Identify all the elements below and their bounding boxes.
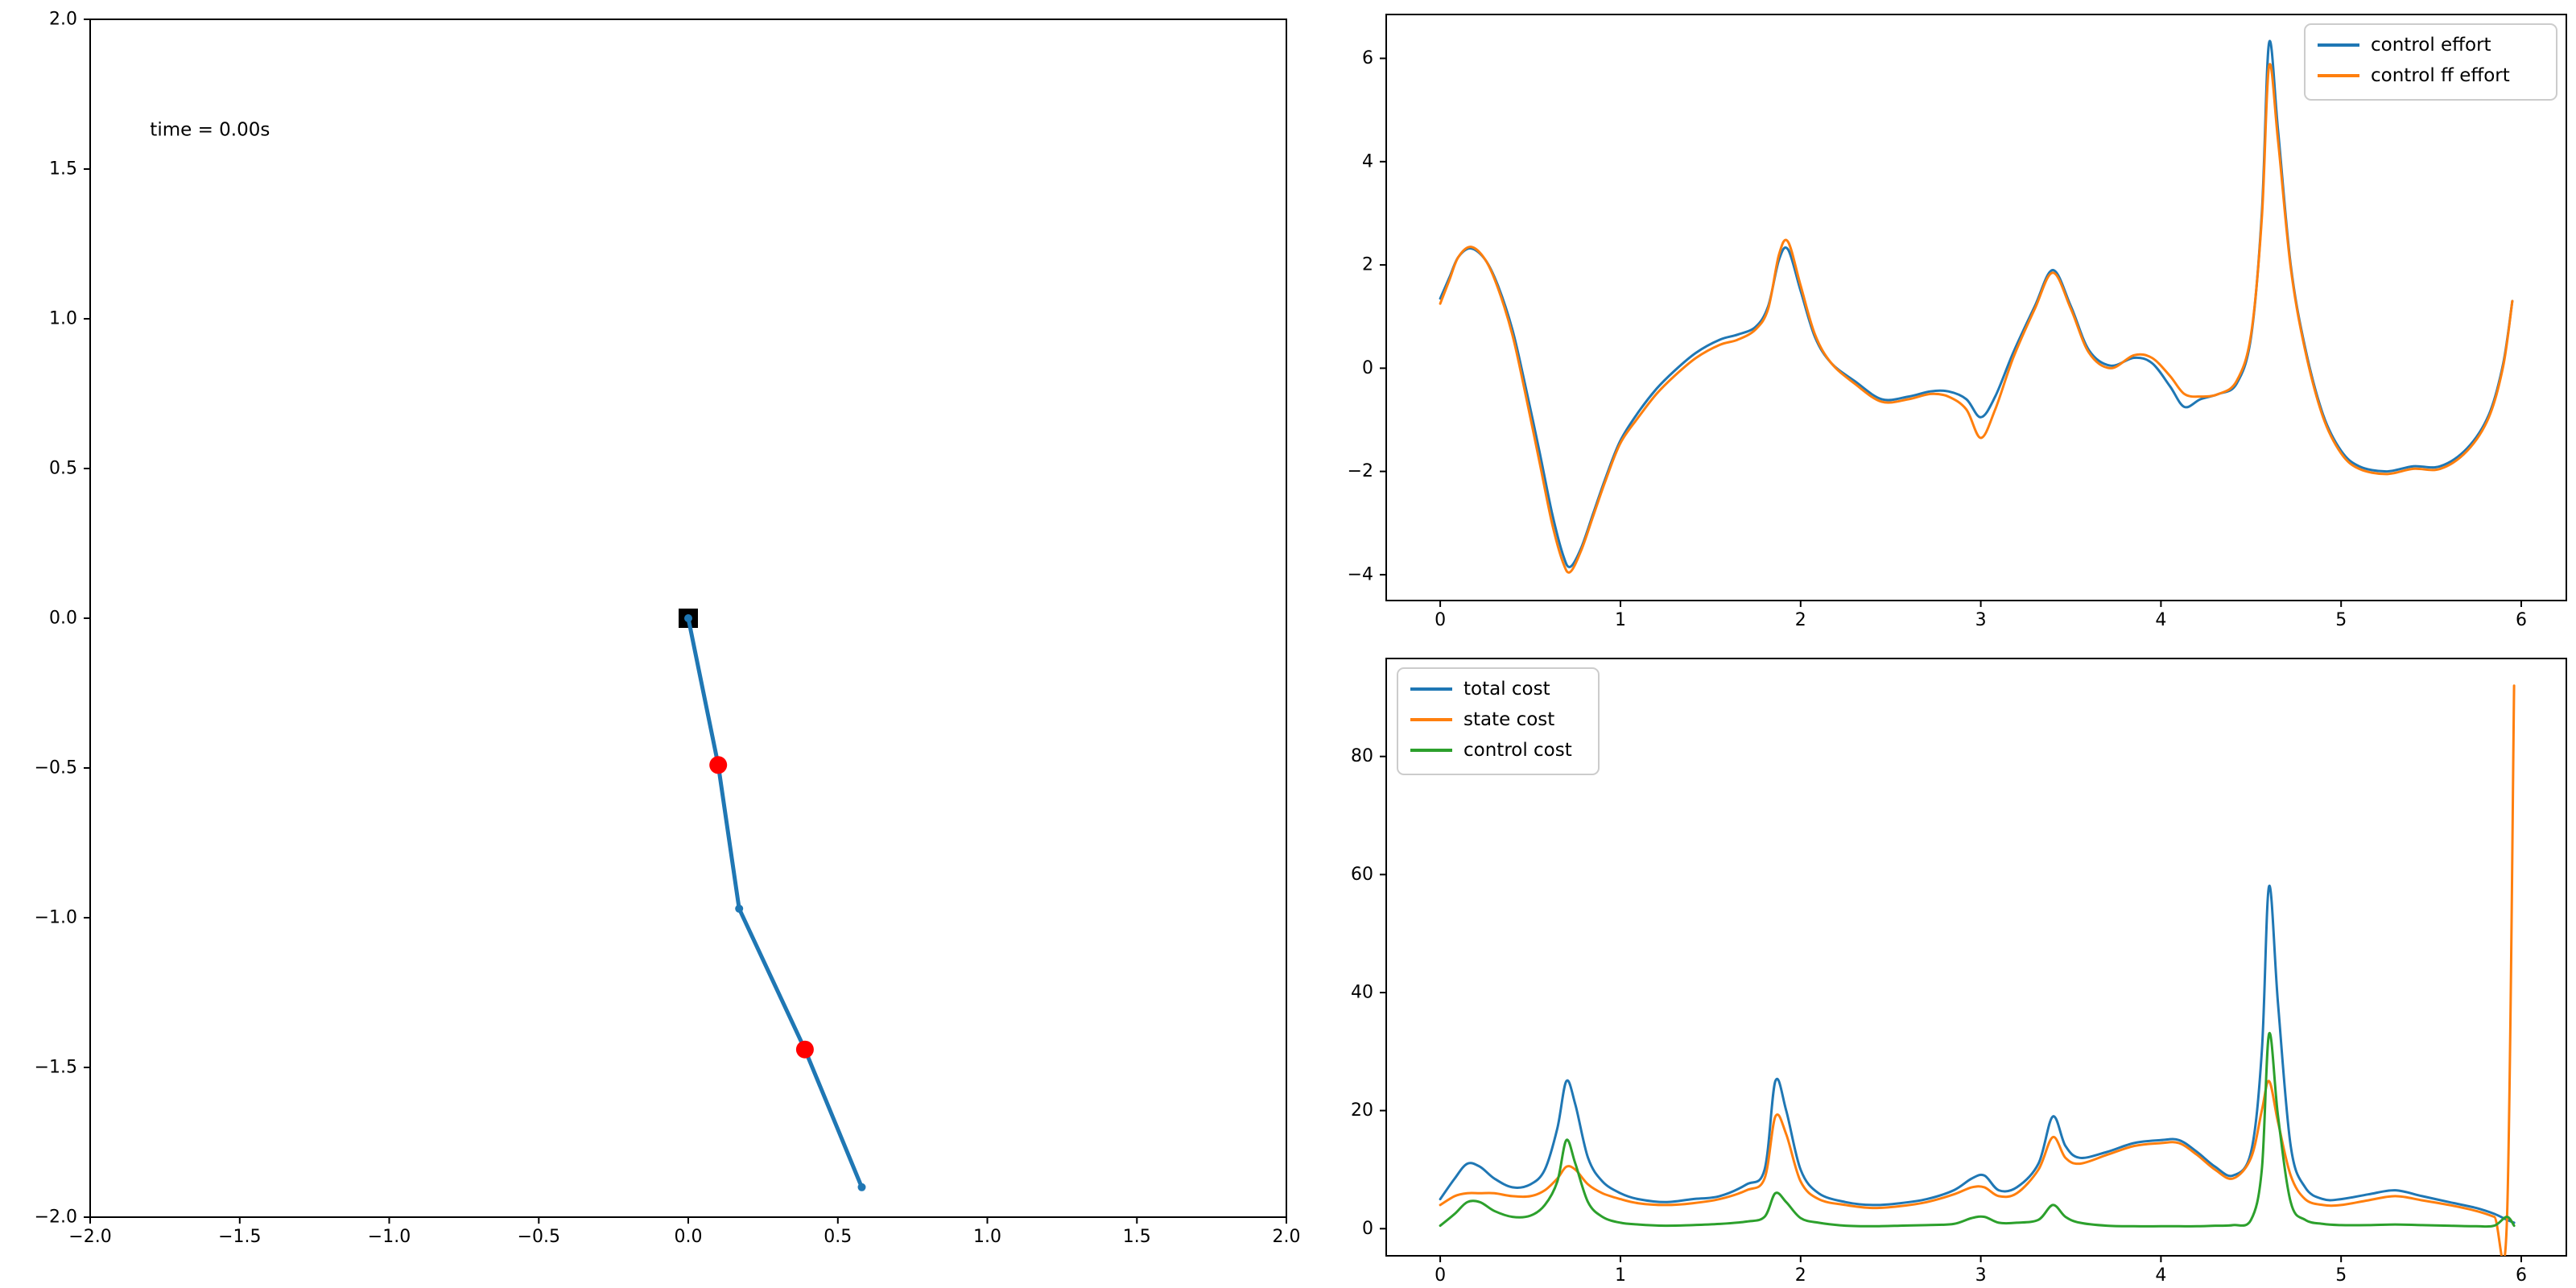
marker-circle-pendulum-rod [857, 1183, 866, 1191]
y-tick-label: 60 [1351, 865, 1373, 885]
x-tick-label: 5 [2335, 1265, 2347, 1286]
x-tick-label: −1.5 [218, 1227, 261, 1247]
y-tick-label: −1.5 [35, 1058, 77, 1078]
x-tick-label: 1 [1615, 1265, 1626, 1286]
legend-label: state cost [1463, 709, 1554, 730]
y-tick-label: 0.0 [49, 609, 77, 629]
x-tick-label: 1.0 [973, 1227, 1001, 1247]
x-tick-label: 4 [2155, 1265, 2166, 1286]
y-tick-label: −4 [1348, 564, 1373, 584]
series-group [1439, 684, 2516, 1256]
y-tick-label: 80 [1351, 746, 1373, 766]
x-tick-label: 5 [2335, 610, 2347, 630]
subplot-pendulum: −2.0 −1.5 −1.0 −0.5 0.0 0.5 1.0 1.5 2.0 −2.0 −1.5 −… [35, 10, 1301, 1248]
y-tick-label: −2.0 [35, 1208, 77, 1228]
series-group [679, 609, 866, 1191]
x-tick-label: 4 [2155, 610, 2166, 630]
marker-circle-point-masses [709, 756, 728, 774]
y-tick-label: −0.5 [35, 758, 77, 778]
legend: total cost state cost control cost [1397, 667, 1600, 775]
y-tick-label: 6 [1362, 48, 1373, 68]
series-line-total-cost [1439, 885, 2516, 1224]
legend-box [1397, 667, 1600, 775]
legend-box [2304, 23, 2557, 101]
y-tick-label: 40 [1351, 983, 1373, 1003]
x-tick-label: 1 [1615, 610, 1626, 630]
x-tick-label: 0 [1435, 610, 1446, 630]
x-tick-label: 2 [1795, 610, 1806, 630]
x-tick-label: 3 [1975, 1265, 1987, 1286]
y-tick-label: 2 [1362, 255, 1373, 275]
marker-circle-pendulum-rod [684, 614, 692, 622]
series-line-control-ff-effort [1439, 63, 2514, 574]
x-tick-label: 2.0 [1273, 1227, 1301, 1247]
y-tick-label: 1.0 [49, 309, 77, 329]
series-group [1439, 39, 2514, 574]
legend-label: control ff effort [2371, 65, 2510, 86]
y-tick-label: 0 [1362, 358, 1373, 378]
y-tick-label: 2.0 [49, 10, 77, 30]
annotation-text: time = 0.00s [150, 120, 270, 141]
legend: control effort control ff effort [2304, 23, 2557, 101]
x-tick-label: 3 [1975, 610, 1987, 630]
y-tick-label: 0 [1362, 1219, 1373, 1239]
marker-circle-point-masses [795, 1040, 814, 1059]
x-tick-label: 0 [1435, 1265, 1446, 1286]
legend-label: control cost [1463, 740, 1572, 761]
x-tick-label: 0.5 [824, 1227, 852, 1247]
axes-frame [1385, 14, 2567, 601]
x-tick-label: 6 [2516, 1265, 2527, 1286]
subplot-control-effort: 0 1 2 3 4 5 6 −4 −2 0 2 4 6 control effort control ff … [1348, 14, 2567, 630]
x-tick-label: −2.0 [68, 1227, 111, 1247]
x-tick-label: 0.0 [675, 1227, 703, 1247]
y-tick-label: 20 [1351, 1100, 1373, 1121]
y-tick-label: 0.5 [49, 459, 77, 479]
legend-label: total cost [1463, 679, 1550, 700]
x-tick-label: −0.5 [518, 1227, 560, 1247]
x-tick-label: −1.0 [368, 1227, 411, 1247]
y-tick-label: 4 [1362, 151, 1373, 171]
y-tick-label: 1.5 [49, 159, 77, 180]
legend-label: control effort [2371, 35, 2491, 56]
marker-circle-pendulum-rod [735, 904, 744, 913]
x-tick-label: 6 [2516, 610, 2527, 630]
x-tick-label: 1.5 [1123, 1227, 1151, 1247]
y-tick-label: −1.0 [35, 908, 77, 928]
x-tick-label: 2 [1795, 1265, 1806, 1286]
y-tick-label: −2 [1348, 461, 1373, 481]
series-line-control-cost [1439, 1031, 2516, 1228]
